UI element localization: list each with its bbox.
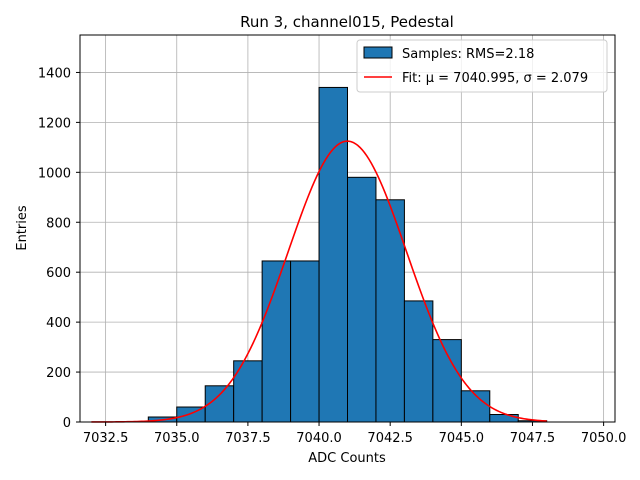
legend: Samples: RMS=2.18 Fit: μ = 7040.995, σ =… bbox=[356, 39, 608, 93]
x-axis-label: ADC Counts bbox=[308, 451, 386, 466]
histogram-bar bbox=[432, 339, 462, 423]
y-tick-label: 1400 bbox=[38, 66, 71, 81]
y-axis-label: Entries bbox=[15, 205, 30, 251]
legend-label-samples: Samples: RMS=2.18 bbox=[402, 47, 534, 62]
y-tick-label: 600 bbox=[46, 266, 71, 281]
plot-frame bbox=[79, 34, 616, 423]
x-tick-label: 7040.0 bbox=[296, 431, 342, 446]
x-tick-label: 7042.5 bbox=[367, 431, 413, 446]
fit-curve bbox=[91, 140, 547, 423]
x-tick-label: 7035.0 bbox=[154, 431, 200, 446]
y-tick-label: 800 bbox=[46, 216, 71, 231]
y-tick-label: 1000 bbox=[38, 166, 71, 181]
y-axis-ticks: 0 200 400 600 800 1000 1200 1400 bbox=[38, 66, 80, 431]
x-axis-ticks: 7032.5 7035.0 7037.5 7040.0 7042.5 7045.0 7047… bbox=[83, 422, 627, 446]
histogram-bar bbox=[489, 414, 519, 423]
x-tick-label: 7047.5 bbox=[510, 431, 556, 446]
y-tick-label: 400 bbox=[46, 316, 71, 331]
x-tick-label: 7050.0 bbox=[581, 431, 627, 446]
y-tick-label: 0 bbox=[63, 416, 71, 431]
histogram-bar bbox=[318, 86, 348, 423]
chart-title: Run 3, channel015, Pedestal bbox=[240, 13, 454, 31]
fit-curve-layer bbox=[91, 140, 547, 423]
histogram-bar bbox=[347, 176, 377, 423]
x-tick-label: 7037.5 bbox=[225, 431, 271, 446]
histogram-bar bbox=[375, 199, 405, 423]
y-tick-label: 200 bbox=[46, 366, 71, 381]
histogram-bar bbox=[290, 260, 320, 423]
histogram-bars bbox=[147, 86, 548, 423]
x-tick-label: 7032.5 bbox=[83, 431, 129, 446]
y-tick-label: 1200 bbox=[38, 116, 71, 131]
legend-frame bbox=[356, 39, 608, 93]
histogram-bar bbox=[403, 300, 434, 423]
legend-label-fit: Fit: μ = 7040.995, σ = 2.079 bbox=[402, 71, 588, 86]
legend-swatch-samples bbox=[363, 46, 393, 59]
x-tick-label: 7045.0 bbox=[439, 431, 485, 446]
